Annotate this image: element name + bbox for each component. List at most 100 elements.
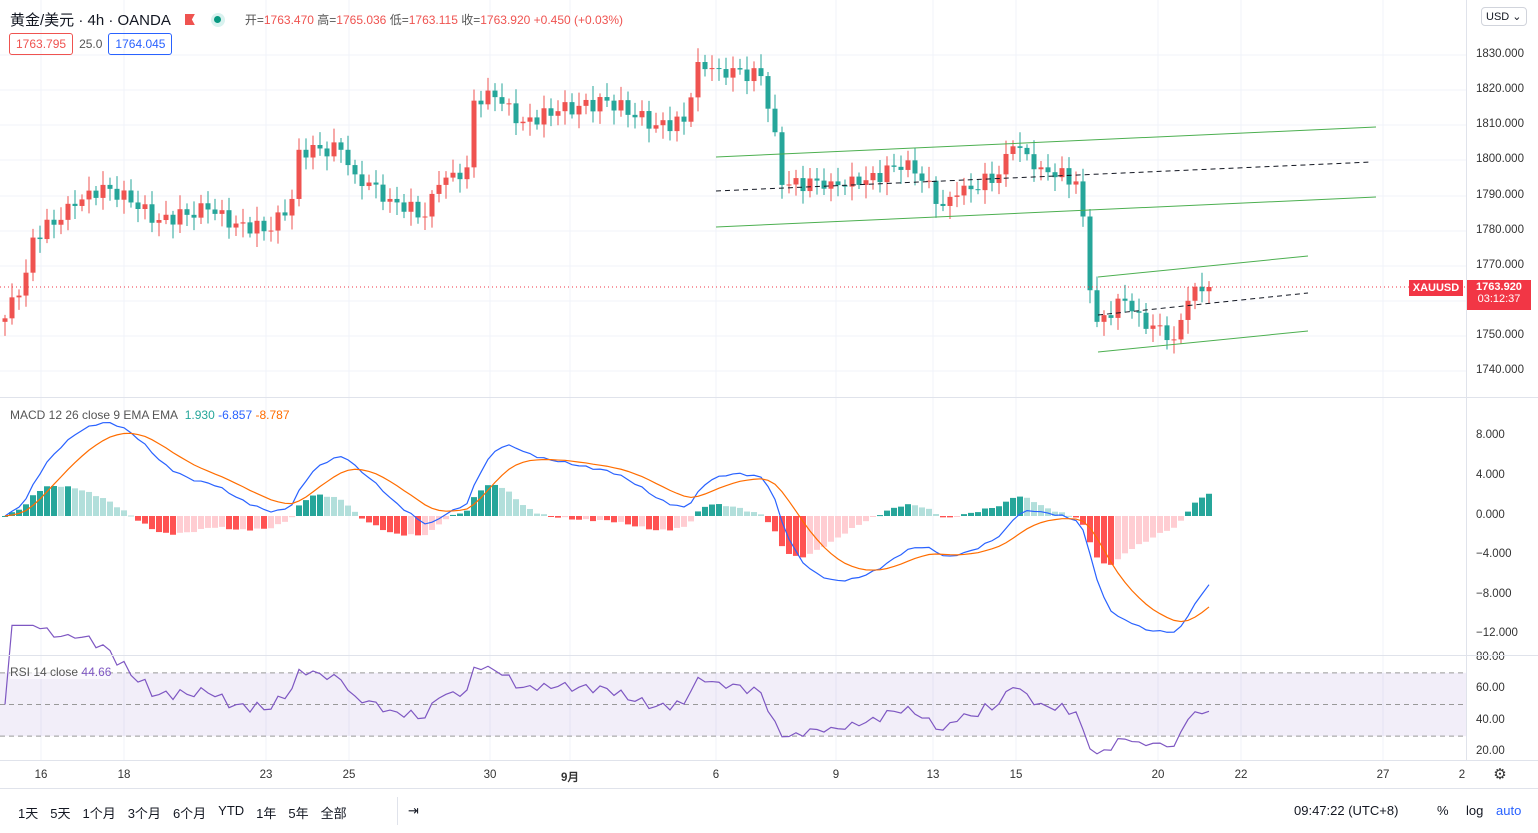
candle-body <box>163 214 169 221</box>
macd-histogram-bar <box>534 513 540 516</box>
macd-histogram-bar <box>807 516 813 554</box>
macd-histogram-bar <box>765 516 771 523</box>
macd-histogram-bar <box>982 508 988 516</box>
macd-histogram-bar <box>989 507 995 516</box>
log-toggle[interactable]: log <box>1466 803 1484 818</box>
channel-midline <box>715 161 1373 192</box>
range-button[interactable]: 1天 <box>18 806 39 821</box>
settings-gear-icon[interactable]: ⚙ <box>1493 766 1507 783</box>
macd-histogram-bar <box>632 516 638 527</box>
candle-body <box>1164 325 1170 341</box>
candle-body <box>765 76 771 109</box>
channel-line <box>1097 255 1309 278</box>
macd-histogram-bar <box>359 516 365 519</box>
macd-histogram-bar <box>1164 516 1170 531</box>
macd-histogram-bar <box>142 516 148 524</box>
macd-histogram-bar <box>128 515 134 517</box>
range-button[interactable]: 5年 <box>288 806 309 821</box>
candle-body <box>562 102 568 112</box>
macd-histogram-bar <box>114 507 120 516</box>
candle-body <box>1185 300 1191 320</box>
candle-body <box>1073 181 1079 185</box>
candle-body <box>1171 339 1177 341</box>
candle-body <box>1143 312 1149 329</box>
macd-histogram-bar <box>1059 512 1065 516</box>
candle-body <box>1108 315 1114 318</box>
range-button[interactable]: 1年 <box>256 806 277 821</box>
candle-body <box>576 105 582 115</box>
buy-price-button[interactable]: 1764.045 <box>108 33 173 55</box>
macd-histogram-bar <box>863 516 869 522</box>
axis-tick-label: 1830.000 <box>1476 48 1524 60</box>
macd-histogram-bar <box>548 516 554 517</box>
sell-price-button[interactable]: 1763.795 <box>9 33 74 55</box>
range-button[interactable]: 1个月 <box>82 806 116 821</box>
axis-tick-label: 80.00 <box>1476 651 1505 663</box>
candle-body <box>352 165 358 175</box>
candle-body <box>65 203 71 220</box>
candle-body <box>828 181 834 189</box>
candle-body <box>1003 153 1009 175</box>
candle-body <box>380 184 386 202</box>
time-tick-label: 13 <box>926 769 940 781</box>
candle-body <box>282 212 288 216</box>
range-button[interactable]: 全部 <box>320 806 347 821</box>
macd-histogram-bar <box>156 516 162 533</box>
candle-body <box>1136 311 1142 313</box>
percent-toggle[interactable]: % <box>1437 803 1449 818</box>
macd-histogram-bar <box>9 512 15 516</box>
macd-histogram-bar <box>282 516 288 522</box>
candle-body <box>450 172 456 178</box>
price-axis[interactable] <box>1466 0 1538 760</box>
candle-body <box>247 222 253 234</box>
candle-body <box>744 69 750 82</box>
macd-histogram-bar <box>639 516 645 527</box>
candle-body <box>1122 298 1128 301</box>
symbol-title[interactable]: 黄金/美元 · 4h · OANDA <box>10 12 171 29</box>
candle-body <box>373 182 379 185</box>
candle-body <box>436 184 442 194</box>
candle-body <box>387 198 393 202</box>
macd-histogram-bar <box>149 516 155 530</box>
macd-histogram-bar <box>121 510 127 516</box>
pane-divider[interactable] <box>0 397 1538 398</box>
currency-select[interactable]: USD ⌄ <box>1481 7 1527 26</box>
axis-tick-label: 8.000 <box>1476 429 1505 441</box>
goto-date-icon[interactable]: ⇥ <box>408 803 419 818</box>
macd-histogram-bar <box>44 486 50 516</box>
candle-body <box>93 190 99 198</box>
macd-histogram-bar <box>821 516 827 547</box>
range-button[interactable]: 3个月 <box>127 806 161 821</box>
clock-timezone[interactable]: 09:47:22 (UTC+8) <box>1294 803 1399 818</box>
time-axis[interactable]: ⚙ 16 18 23 25 30 9月 6 9 13 15 20 22 27 2 <box>0 760 1538 788</box>
candle-body <box>1129 300 1135 312</box>
chart-canvas[interactable] <box>0 0 1466 760</box>
pane-divider[interactable] <box>0 655 1538 656</box>
candle-body <box>1052 172 1058 178</box>
macd-histogram-bar <box>205 516 211 528</box>
macd-histogram-bar <box>58 486 64 516</box>
time-tick-label: 30 <box>483 769 497 781</box>
symbol-legend: 黄金/美元 · 4h · OANDA 开=1763.470 高=1765.036… <box>10 9 623 30</box>
range-button[interactable]: 5天 <box>50 806 71 821</box>
axis-tick-label: 4.000 <box>1476 469 1505 481</box>
macd-histogram-bar <box>800 516 806 558</box>
range-button[interactable]: YTD <box>218 803 245 818</box>
macd-histogram-bar <box>1010 497 1016 516</box>
flag-icon[interactable] <box>184 14 195 25</box>
spread-value: 25.0 <box>79 37 103 51</box>
candle-body <box>695 62 701 98</box>
range-button[interactable]: 6个月 <box>172 806 207 821</box>
macd-histogram-bar <box>737 507 743 516</box>
candle-body <box>422 216 428 218</box>
axis-tick-label: −4.000 <box>1476 548 1512 560</box>
candle-body <box>492 90 498 98</box>
macd-histogram-bar <box>506 491 512 516</box>
macd-histogram-bar <box>779 516 785 547</box>
candle-body <box>856 176 862 185</box>
time-tick-label: 2 <box>1458 769 1466 781</box>
auto-scale-toggle[interactable]: auto <box>1496 803 1522 818</box>
macd-histogram-bar <box>184 516 190 533</box>
candle-body <box>1150 325 1156 329</box>
macd-histogram-bar <box>562 516 568 518</box>
